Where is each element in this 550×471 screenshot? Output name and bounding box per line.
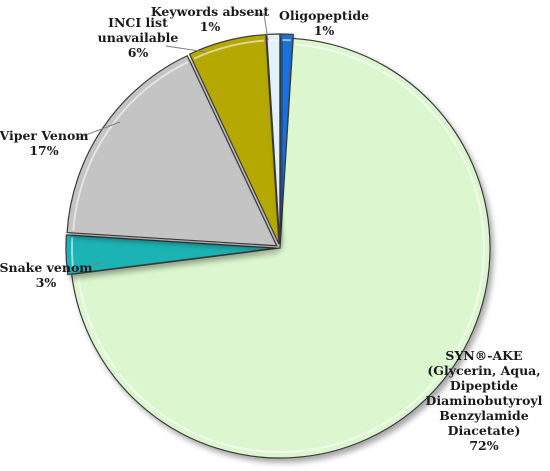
leader-line-2 (87, 261, 101, 269)
slice-label-4: INCI list unavailable 6% (98, 15, 179, 60)
leader-lines (77, 13, 269, 269)
pie-slices (65, 33, 491, 459)
leader-line-5 (253, 13, 269, 41)
pie-slice-1 (70, 37, 491, 459)
slice-label-2: Snake venom 3% (0, 260, 93, 290)
pie-slice-4 (188, 33, 280, 245)
pie-slice-bevel-3 (72, 61, 189, 231)
pie-slice-3 (66, 54, 278, 247)
pie-slice-2 (65, 234, 277, 276)
pie-slice-bevel-1 (76, 43, 485, 453)
leader-line-3 (77, 121, 121, 139)
slice-labels: Oligopeptide 1% SYN®-AKE (Glycerin, Aqua, Di… (0, 4, 543, 453)
slice-label-5: Keywords absent 1% (151, 4, 270, 34)
slice-label-1: SYN®-AKE (Glycerin, Aqua, Dipeptide Diamino… (426, 348, 543, 453)
slice-label-0: Oligopeptide 1% (279, 8, 369, 38)
slice-label-3: Viper Venom 17% (0, 128, 89, 158)
leader-line-4 (165, 45, 207, 53)
pie-slice-bevel-2 (71, 237, 75, 272)
pie-slice-bevel-4 (193, 39, 265, 60)
